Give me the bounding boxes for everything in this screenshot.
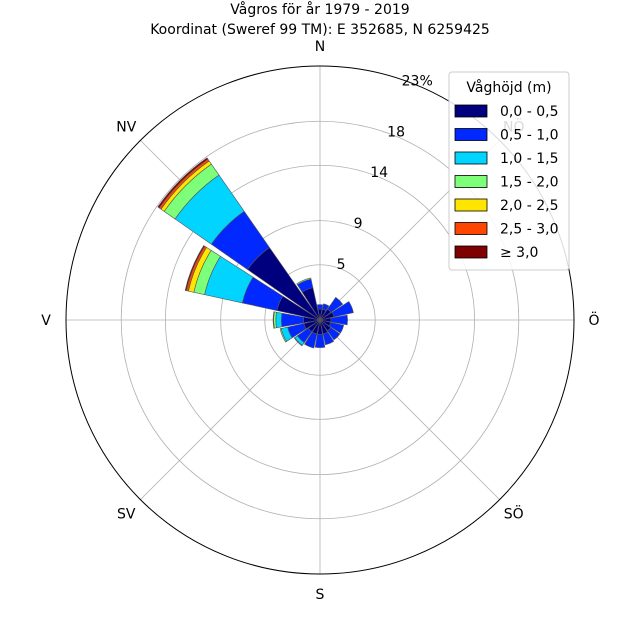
bar-segment-ÖSÖ-1 [328, 322, 345, 334]
compass-label: SV [117, 507, 136, 523]
chart-title: Vågros för år 1979 - 2019 [230, 1, 409, 18]
legend-swatch [454, 198, 488, 212]
radial-tick-label: 14 [370, 165, 388, 181]
bar-segment-SSÖ-1 [322, 331, 335, 346]
legend-swatch [454, 222, 488, 235]
legend-swatch [454, 151, 488, 165]
bar-segment-NÖ-1 [327, 296, 344, 313]
bar-segment-SV-3 [293, 337, 303, 347]
legend-swatch [454, 128, 488, 141]
bar-segment-SÖ-1 [327, 327, 341, 341]
legend-label: 1,0 - 1,5 [500, 151, 558, 167]
bar-segment-VNV-6 [184, 245, 206, 292]
radial-tick-label: 18 [387, 124, 405, 140]
compass-label: SÖ [504, 505, 524, 523]
bar-segment-SSV-1 [304, 331, 318, 349]
bar-segment-VSV-3 [279, 328, 287, 343]
radial-tick-label: 23% [402, 73, 433, 89]
legend-label: 2,0 - 2,5 [500, 198, 558, 214]
legend-swatch [454, 104, 488, 118]
compass-label: N [315, 39, 325, 55]
bar-segment-Ö-1 [330, 314, 348, 326]
legend-swatch [454, 175, 488, 188]
legend: Våghöjd (m) 0,0 - 0,5 0,5 - 1,0 1,0 - 1,5 1… [448, 71, 570, 271]
legend-label: 2,5 - 3,0 [500, 222, 558, 238]
bar-segment-S-1 [314, 333, 326, 348]
bar-segment-NNV-3 [296, 277, 312, 286]
compass-label: S [316, 587, 325, 603]
bars-layer [157, 157, 354, 349]
radial-tick-label: 9 [354, 216, 363, 232]
compass-label: NV [116, 119, 136, 135]
outer-boundary [65, 65, 575, 575]
radial-tick-label: 5 [337, 257, 346, 273]
legend-label: 1,5 - 2,0 [500, 175, 558, 191]
bar-segment-ÖNÖ-1 [331, 301, 354, 318]
grid-spoke [140, 319, 321, 500]
chart-subtitle: Koordinat (Sweref 99 TM): E 352685, N 62… [150, 22, 490, 38]
bar-segment-N-1 [316, 304, 324, 310]
legend-title: Våghöjd (m) [466, 79, 551, 96]
bar-segment-V-2 [275, 311, 283, 329]
legend-box [448, 71, 570, 271]
bar-segment-NNÖ-1 [322, 303, 330, 312]
grid-spoke [319, 319, 500, 500]
legend-label: 0,0 - 0,5 [500, 104, 558, 120]
legend-label: ≥ 3,0 [500, 245, 538, 261]
compass-label: Ö [588, 311, 599, 329]
compass-label: V [41, 313, 51, 329]
legend-label: 0,5 - 1,0 [500, 128, 558, 144]
bar-segment-NV-6 [157, 157, 209, 209]
bar-segment-V-4 [272, 311, 275, 329]
legend-swatch [454, 245, 488, 259]
